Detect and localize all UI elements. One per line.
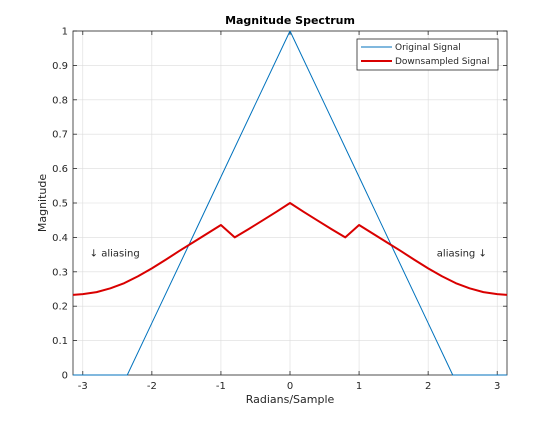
legend-label-original: Original Signal [395, 43, 461, 53]
y-tick-label: 0.3 [52, 267, 68, 278]
y-tick-label: 0.8 [52, 95, 68, 106]
x-tick-label: 1 [356, 381, 362, 392]
x-axis-label: Radians/Sample [246, 393, 335, 406]
x-tick-label: -2 [147, 381, 157, 392]
series-line-downsampled-signal [72, 202, 508, 296]
y-tick-label: 0.4 [52, 233, 68, 244]
aliasing-annotation: ↓ aliasing [90, 248, 140, 259]
aliasing-annotation: aliasing ↓ [437, 248, 487, 259]
y-axis-label: Magnitude [36, 174, 49, 233]
chart-title: Magnitude Spectrum [225, 14, 355, 27]
x-tick-label: -1 [216, 381, 226, 392]
y-tick-label: 0.5 [52, 199, 68, 210]
x-tick-label: -3 [78, 381, 88, 392]
legend-box [356, 38, 499, 71]
y-tick-label: 0.9 [52, 61, 68, 72]
y-tick-label: 0.7 [52, 130, 68, 141]
y-tick-label: 0 [62, 371, 68, 382]
x-tick-label: 0 [287, 381, 293, 392]
y-tick-label: 0.1 [52, 336, 68, 347]
y-tick-label: 0.2 [52, 302, 68, 313]
annotations: ↓ aliasing aliasing ↓ [90, 248, 487, 259]
legend: Original Signal Downsampled Signal [356, 38, 499, 71]
y-tick-label: 0.6 [52, 164, 68, 175]
x-tick-label: 2 [425, 381, 431, 392]
series [72, 30, 508, 376]
series-line-original-signal [73, 30, 507, 376]
y-tick-label: 1 [62, 27, 68, 38]
legend-label-downsampled: Downsampled Signal [395, 57, 489, 67]
x-tick-label: 3 [494, 381, 500, 392]
ticks: -3 -2 -1 0 1 2 3 0 0.1 0.2 0.3 0.4 0.5 0.6 0.7 0.8 0.9 1 [52, 27, 507, 392]
